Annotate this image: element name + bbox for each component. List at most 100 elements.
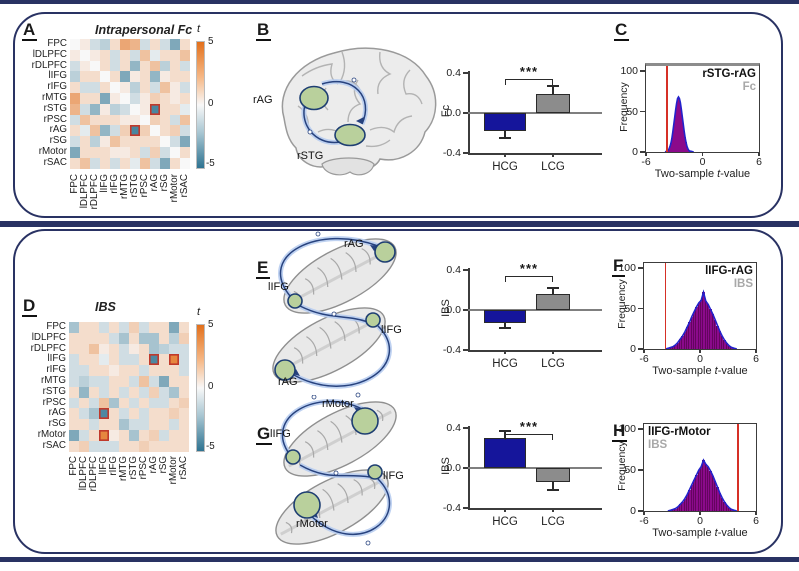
heatmap-cell <box>80 82 90 93</box>
heatmap-cell <box>70 125 80 137</box>
heatmap-cell <box>119 419 129 430</box>
heatmap-cell <box>79 408 89 420</box>
error-bar-cap <box>499 327 511 329</box>
heatmap-cell <box>80 146 90 158</box>
category-label: HCG <box>492 516 518 528</box>
heatmap-cell <box>149 343 159 355</box>
panel-d-title: IBS <box>95 300 116 314</box>
heatmap-cell <box>69 397 79 409</box>
heatmap-cell <box>149 332 159 344</box>
heatmap-row-label: lIFG <box>48 70 67 82</box>
heatmap-cell <box>100 146 110 158</box>
heatmap-row-label: FPC <box>46 321 66 332</box>
heatmap-cell <box>79 429 89 441</box>
category-label: HCG <box>492 358 518 370</box>
heatmap-cell <box>179 332 189 344</box>
heatmap-cell <box>180 49 190 61</box>
heatmap-cell <box>89 322 99 333</box>
x-tick-mark <box>552 508 554 512</box>
heatmap-cell <box>119 354 129 366</box>
heatmap-cell <box>170 82 180 93</box>
heatmap-cell <box>109 397 119 409</box>
x-tick-mark <box>645 152 647 156</box>
heatmap-cell <box>70 114 80 126</box>
heatmap-cell <box>139 429 149 441</box>
panel-letter-g: G <box>256 424 273 445</box>
histogram-title: rSTG-rAG <box>702 68 756 80</box>
heatmap-cell <box>159 343 169 355</box>
heatmap-cell <box>130 114 140 126</box>
heatmap-cell <box>180 103 190 115</box>
heatmap-cell <box>89 419 99 430</box>
heatmap-cell <box>89 429 99 441</box>
heatmap-cell <box>130 136 140 147</box>
error-bar-line <box>552 86 554 94</box>
y-tick-mark <box>463 507 468 509</box>
heatmap-cell <box>169 429 179 441</box>
significance-bracket <box>505 276 553 282</box>
y-tick-label: 50 <box>626 105 638 118</box>
category-label: LCG <box>541 516 565 528</box>
y-tick-mark <box>463 427 468 429</box>
y-tick-label: 0.4 <box>446 264 461 276</box>
heatmap-cell <box>100 49 110 61</box>
heatmap-cell <box>119 440 129 452</box>
heatmap-cell <box>150 146 160 158</box>
heatmap-cell <box>160 125 170 137</box>
heatmap-cell <box>150 60 160 72</box>
heatmap-cell <box>170 136 180 147</box>
y-tick-label: 100 <box>618 262 636 274</box>
zero-line <box>468 466 602 470</box>
heatmap-cell <box>80 157 90 169</box>
heatmap-cell <box>170 146 180 158</box>
heatmap-cell <box>100 103 110 115</box>
heatmap-cell <box>160 49 170 61</box>
heatmap-cell <box>110 136 120 147</box>
y-axis-title: Frequency <box>618 82 630 132</box>
heatmap-cell <box>120 114 130 126</box>
heatmap-col-label: rSAC <box>178 456 189 480</box>
heatmap-cell <box>140 39 150 50</box>
bar-lcg <box>536 94 570 113</box>
heatmap-cell <box>100 114 110 126</box>
heatmap-cell <box>170 103 180 115</box>
heatmap-cell <box>109 408 119 420</box>
x-axis-title: Two-sample t-value <box>652 365 748 377</box>
heatmap-row-label: lDLPFC <box>32 48 67 60</box>
y-tick-mark <box>640 110 645 113</box>
heatmap-cell <box>179 397 189 409</box>
heatmap-cell <box>130 103 140 115</box>
y-tick-mark <box>638 348 643 350</box>
heatmap-cell <box>129 408 139 420</box>
heatmap-cell <box>120 82 130 93</box>
heatmap-cell <box>99 343 109 355</box>
x-axis <box>468 350 602 352</box>
region-rstg <box>334 123 366 147</box>
y-axis-title: Fc <box>440 104 452 118</box>
heatmap-cell <box>109 375 119 387</box>
heatmap-cell <box>100 60 110 72</box>
heatmap-cell <box>159 322 169 333</box>
x-tick-mark <box>552 350 554 354</box>
heatmap-cell <box>80 60 90 72</box>
heatmap-cell <box>130 82 140 93</box>
category-label: LCG <box>541 161 565 173</box>
heatmap-cell <box>90 103 100 115</box>
y-tick-label: 0.0 <box>446 107 461 119</box>
heatmap-cell <box>150 49 160 61</box>
panel-letter-c: C <box>614 20 630 41</box>
y-tick-mark <box>463 349 468 351</box>
y-tick-label: 0 <box>630 505 636 517</box>
heatmap-cell <box>99 429 109 441</box>
x-tick-mark <box>504 508 506 512</box>
heatmap-cell <box>150 82 160 93</box>
heatmap-cell <box>150 125 160 137</box>
heatmap-cell <box>80 125 90 137</box>
heatmap-cell <box>170 60 180 72</box>
heatmap-cell <box>170 49 180 61</box>
brain-label-lifg-right-g: lIFG <box>383 470 404 482</box>
heatmap-cell <box>110 103 120 115</box>
x-axis <box>468 508 602 510</box>
top-edge-bar <box>0 0 799 4</box>
heatmap-cell <box>99 354 109 366</box>
